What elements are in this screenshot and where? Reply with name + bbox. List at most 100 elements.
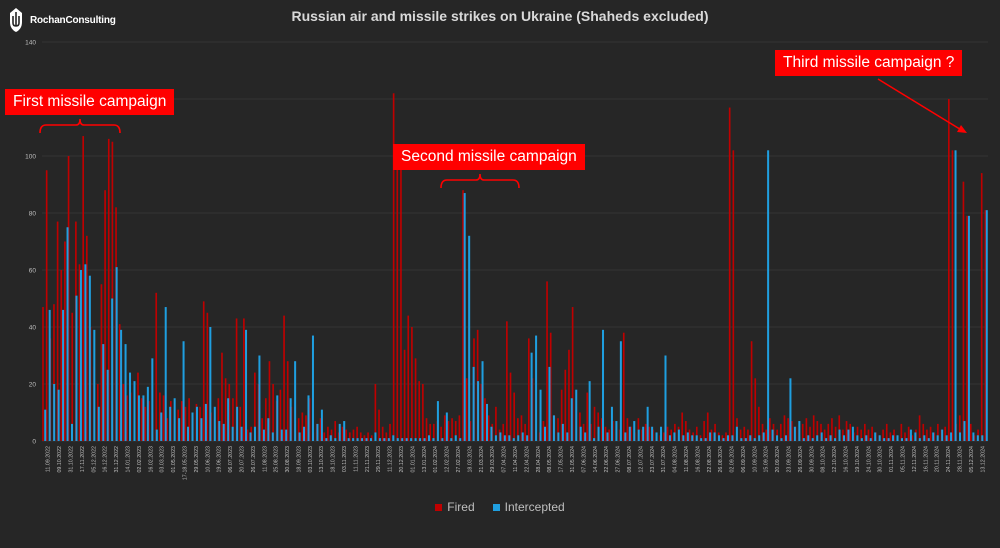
fired-bar	[206, 312, 209, 441]
x-tick-label: 11.08.2023	[262, 446, 268, 472]
intercepted-bar	[865, 435, 868, 441]
fired-bar	[104, 190, 106, 441]
x-tick-label: 08.10.2024	[821, 446, 827, 473]
x-tick-label: 22.04.2024	[524, 446, 530, 473]
fired-bar	[301, 412, 304, 441]
fired-bar	[378, 409, 380, 441]
x-tick-label: 20.07.2023	[239, 446, 245, 473]
intercepted-bar	[941, 429, 944, 441]
intercepted-bar	[726, 435, 729, 441]
fired-bar	[695, 426, 698, 441]
bracket-first-campaign	[39, 118, 121, 134]
intercepted-bar	[793, 426, 796, 441]
fired-bar	[568, 349, 570, 441]
intercepted-bar	[481, 361, 484, 441]
x-tick-label: 19.10.2024	[855, 446, 861, 473]
intercepted-bar	[432, 438, 435, 441]
intercepted-bar	[816, 435, 819, 441]
fired-bar	[308, 398, 311, 441]
intercepted-bar	[914, 432, 917, 441]
intercepted-bar	[338, 423, 341, 441]
x-tick-label: 07.06.2024	[581, 446, 587, 473]
intercepted-bar	[749, 435, 752, 441]
fired-bar	[666, 426, 669, 441]
intercepted-bar	[610, 406, 613, 441]
x-tick-label: 26.07.2023	[251, 446, 257, 473]
x-tick-label: 26.08.2024	[718, 446, 724, 473]
fired-bar	[842, 429, 844, 441]
intercepted-bar	[213, 406, 216, 441]
intercepted-bar	[905, 438, 908, 441]
arrowhead-icon	[957, 125, 967, 133]
intercepted-bar	[436, 401, 439, 441]
fired-bar	[454, 421, 457, 441]
intercepted-bar	[512, 438, 515, 441]
intercepted-bar	[606, 432, 609, 441]
fired-bar	[107, 138, 110, 441]
intercepted-bar	[494, 435, 497, 441]
intercepted-bar	[517, 435, 520, 441]
fired-bar	[264, 398, 267, 441]
intercepted-bar	[521, 432, 524, 441]
intercepted-bar	[660, 426, 663, 441]
fired-bar	[907, 426, 910, 441]
fired-bar	[732, 150, 735, 442]
fired-bar	[805, 418, 808, 441]
fired-bar	[626, 418, 629, 441]
x-tick-label: 29.11.2023	[376, 446, 382, 472]
fired-bar	[962, 181, 965, 441]
intercepted-bar	[709, 432, 712, 441]
intercepted-bar	[343, 421, 346, 441]
fired-bar	[601, 418, 603, 441]
intercepted-bar	[985, 210, 988, 441]
intercepted-bar	[102, 344, 105, 441]
fired-bar	[286, 361, 289, 441]
fired-bar	[849, 423, 852, 441]
x-tick-label: 14.01.2023	[125, 446, 131, 473]
fired-bar	[221, 352, 223, 441]
fired-bar	[937, 423, 939, 441]
intercepted-bar	[62, 309, 65, 441]
intercepted-bar	[642, 426, 645, 441]
intercepted-bar	[758, 435, 761, 441]
x-tick-label: 04.08.2024	[673, 446, 679, 473]
intercepted-bar	[347, 438, 350, 441]
intercepted-bar	[204, 403, 207, 441]
intercepted-bar	[374, 432, 377, 441]
fired-bar	[593, 406, 596, 441]
intercepted-bar	[503, 435, 506, 441]
fired-bar	[56, 221, 59, 441]
intercepted-bar	[780, 438, 783, 441]
intercepted-bar	[918, 438, 921, 441]
intercepted-bar	[842, 435, 845, 441]
x-tick-label: 11.09.2022	[46, 446, 52, 472]
intercepted-bar	[883, 438, 886, 441]
x-tick-label: 14.06.2024	[593, 446, 599, 473]
fired-bar	[440, 426, 442, 441]
fired-bar	[374, 384, 377, 441]
campaign-brackets	[39, 78, 967, 189]
fired-bar	[239, 406, 242, 441]
fired-bar	[480, 384, 483, 441]
y-tick-label: 80	[29, 211, 37, 218]
x-tick-label: 10.06.2023	[205, 446, 211, 473]
fired-bar	[506, 321, 508, 441]
legend-item-intercepted: Intercepted	[492, 500, 565, 514]
intercepted-bar	[427, 435, 430, 441]
x-tick-label: 03.10.2023	[308, 446, 314, 473]
fired-bar	[885, 423, 888, 441]
fired-bar	[980, 173, 983, 441]
intercepted-bar	[923, 435, 926, 441]
intercepted-bar	[704, 438, 707, 441]
fired-bar	[918, 415, 921, 441]
intercepted-bar	[637, 429, 640, 441]
x-tick-label: 27.02.2024	[456, 446, 462, 473]
intercepted-bar	[195, 406, 198, 441]
fired-bar	[327, 426, 329, 441]
fired-bar	[520, 415, 523, 441]
intercepted-bar	[164, 307, 167, 441]
x-tick-label: 12.10.2024	[832, 446, 838, 473]
intercepted-bar	[570, 398, 573, 441]
fired-bar	[381, 426, 384, 441]
intercepted-bar	[79, 270, 82, 441]
